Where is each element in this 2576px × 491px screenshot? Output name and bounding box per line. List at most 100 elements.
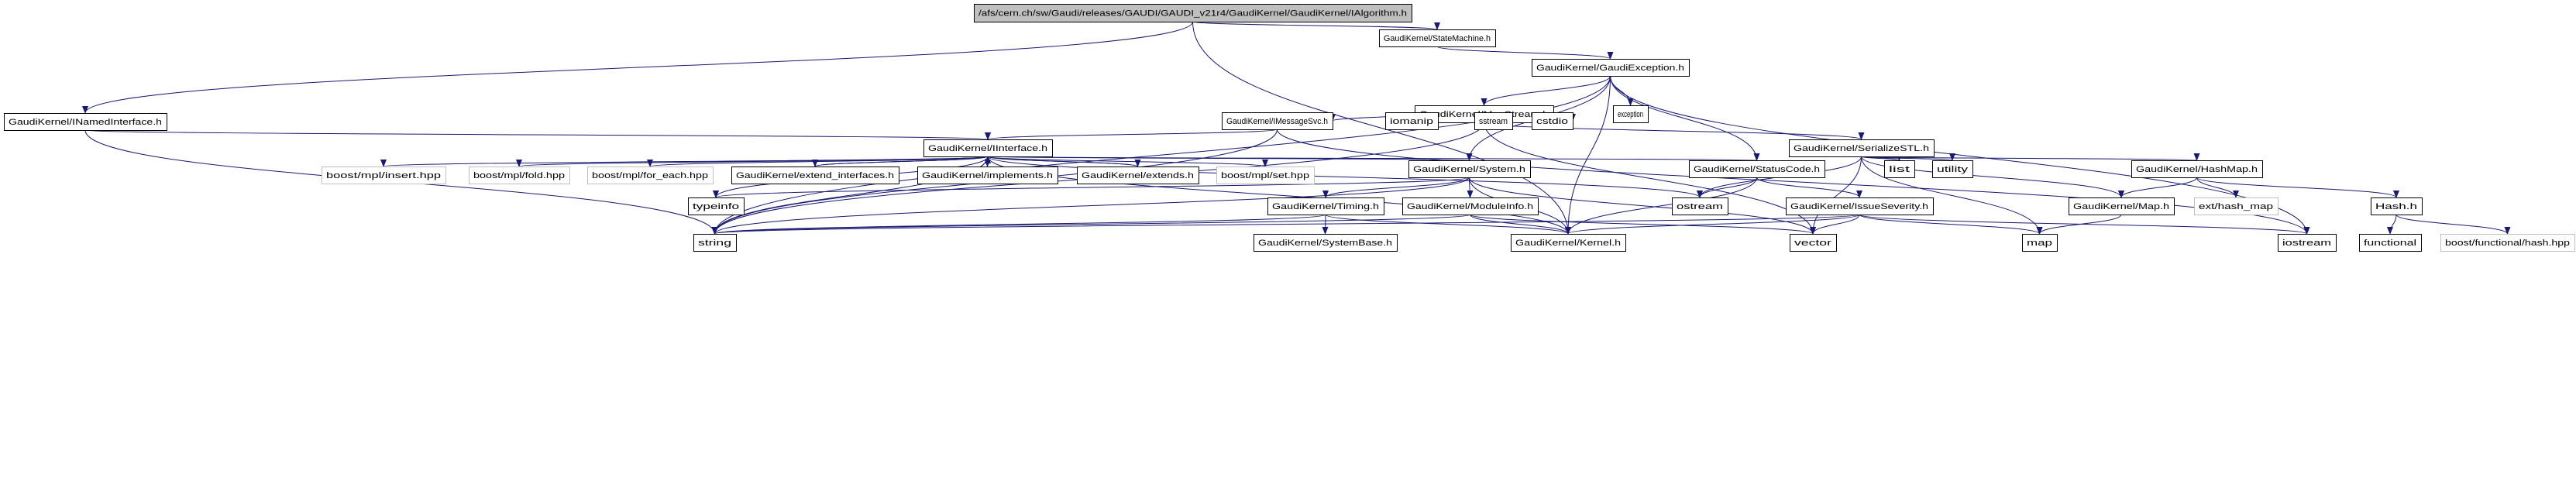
edge-Timing-to-Kernel	[1325, 214, 1571, 235]
node-for_each[interactable]: boost/mpl/for_each.hpp	[587, 167, 714, 184]
node-label: boost/mpl/for_each.hpp	[592, 171, 708, 180]
node-label: vector	[1794, 239, 1832, 248]
node-boosthash[interactable]: boost/functional/hash.hpp	[2440, 234, 2575, 252]
edge-IInterface-to-fold	[516, 156, 989, 167]
node-Timing[interactable]: GaudiKernel/Timing.h	[1267, 197, 1384, 215]
node-box	[1216, 167, 1315, 184]
node-extend_interfaces[interactable]: GaudiKernel/extend_interfaces.h	[731, 167, 899, 184]
node-hash_map[interactable]: ext/hash_map	[2194, 197, 2279, 215]
node-Map[interactable]: GaudiKernel/Map.h	[2069, 197, 2175, 215]
edge-Hash-to-boosthash	[2395, 214, 2511, 235]
edge-root-to-Kernel	[1192, 21, 1571, 235]
node-iomanip[interactable]: iomanip	[1385, 112, 1439, 130]
node-box	[2194, 197, 2279, 215]
node-ModuleInfo[interactable]: GaudiKernel/ModuleInfo.h	[1402, 197, 1539, 215]
edge-IMessageSvc-to-IInterface	[985, 129, 1278, 140]
edge-GaudiException-to-Kernel	[1565, 75, 1611, 235]
node-box	[4, 113, 167, 131]
node-label: GaudiKernel/ModuleInfo.h	[1407, 202, 1533, 211]
node-label: boost/mpl/insert.hpp	[326, 171, 441, 180]
node-iostream[interactable]: iostream	[2278, 234, 2337, 252]
edge-System-to-Timing	[1322, 177, 1470, 198]
node-set[interactable]: boost/mpl/set.hpp	[1216, 167, 1315, 184]
node-box	[923, 139, 1053, 157]
node-map[interactable]: map	[2022, 234, 2058, 252]
node-IMessageSvc[interactable]: GaudiKernel/IMessageSvc.h	[1222, 112, 1333, 130]
node-fold[interactable]: boost/mpl/fold.hpp	[469, 167, 570, 184]
node-IssueSeverity[interactable]: GaudiKernel/IssueSeverity.h	[1786, 197, 1934, 215]
node-label: list	[1889, 165, 1910, 174]
node-box	[1689, 160, 1825, 178]
node-functional[interactable]: functional	[2359, 234, 2422, 252]
node-StateMachine[interactable]: GaudiKernel/StateMachine.h	[1379, 29, 1496, 47]
node-box	[1790, 234, 1837, 252]
node-label: iomanip	[1390, 117, 1433, 126]
node-box	[1222, 112, 1333, 130]
node-box	[2069, 197, 2175, 215]
node-box	[1613, 105, 1649, 123]
node-GaudiException[interactable]: GaudiKernel/GaudiException.h	[1532, 59, 1690, 77]
node-Kernel[interactable]: GaudiKernel/Kernel.h	[1511, 234, 1626, 252]
node-label: GaudiKernel/StateMachine.h	[1384, 34, 1491, 43]
node-ostream[interactable]: ostream	[1672, 197, 1728, 215]
node-StatusCode[interactable]: GaudiKernel/StatusCode.h	[1689, 160, 1825, 178]
node-box	[1408, 160, 1531, 178]
edge-System-to-typeinfo	[713, 177, 1470, 198]
node-label: GaudiKernel/SystemBase.h	[1258, 239, 1392, 248]
node-utility[interactable]: utility	[1932, 160, 1973, 178]
node-typeinfo[interactable]: typeinfo	[688, 197, 745, 215]
node-insert[interactable]: boost/mpl/insert.hpp	[322, 167, 446, 184]
node-IInterface[interactable]: GaudiKernel/IInterface.h	[923, 139, 1053, 157]
node-label: boost/mpl/set.hpp	[1221, 171, 1309, 180]
node-box	[688, 197, 745, 215]
node-label: GaudiKernel/extends.h	[1082, 171, 1194, 180]
node-vector[interactable]: vector	[1790, 234, 1837, 252]
edge-root-to-StateMachine	[1192, 21, 1440, 30]
node-System[interactable]: GaudiKernel/System.h	[1408, 160, 1531, 178]
node-label: /afs/cern.ch/sw/Gaudi/releases/GAUDI/GAU…	[978, 9, 1407, 19]
node-box	[917, 167, 1058, 184]
node-string[interactable]: string	[693, 234, 737, 252]
node-box	[1379, 29, 1496, 47]
node-box	[322, 167, 446, 184]
node-box	[1511, 234, 1626, 252]
node-label: GaudiKernel/GaudiException.h	[1536, 64, 1684, 73]
node-label: functional	[2364, 239, 2416, 248]
edge-ModuleInfo-to-Kernel	[1470, 214, 1571, 235]
node-box	[2440, 234, 2575, 252]
edge-System-to-vector	[1469, 177, 1816, 235]
node-label: GaudiKernel/IssueSeverity.h	[1790, 202, 1928, 211]
node-label: sstream	[1479, 117, 1508, 126]
node-label: exception	[1618, 110, 1643, 119]
node-box	[731, 167, 899, 184]
node-HashMap[interactable]: GaudiKernel/HashMap.h	[2131, 160, 2263, 178]
node-exception[interactable]: exception	[1613, 105, 1649, 123]
edge-SerializeSTL-to-map	[1861, 156, 2043, 235]
node-SerializeSTL[interactable]: GaudiKernel/SerializeSTL.h	[1789, 139, 1935, 157]
node-sstream[interactable]: sstream	[1474, 112, 1513, 130]
node-box	[1532, 112, 1573, 130]
edge-IInterface-to-set	[987, 156, 1268, 167]
nodes-layer: /afs/cern.ch/sw/Gaudi/releases/GAUDI/GAU…	[4, 4, 2575, 252]
node-SystemBase[interactable]: GaudiKernel/SystemBase.h	[1254, 234, 1398, 252]
node-cstdio[interactable]: cstdio	[1532, 112, 1573, 130]
node-box	[1254, 234, 1398, 252]
edge-IssueSeverity-to-Kernel	[1565, 214, 1860, 235]
node-label: ostream	[1677, 202, 1723, 211]
edge-IInterface-to-StatusCode	[987, 153, 1757, 161]
node-extends[interactable]: GaudiKernel/extends.h	[1077, 167, 1199, 184]
node-label: map	[2027, 239, 2052, 248]
edge-ModuleInfo-to-vector	[1470, 214, 1816, 235]
node-implements[interactable]: GaudiKernel/implements.h	[917, 167, 1058, 184]
edge-HashMap-to-Hash	[2196, 177, 2399, 198]
node-Hash[interactable]: Hash.h	[2371, 197, 2423, 215]
node-box	[2131, 160, 2263, 178]
node-label: string	[698, 239, 731, 248]
node-root[interactable]: /afs/cern.ch/sw/Gaudi/releases/GAUDI/GAU…	[974, 4, 1412, 22]
node-list[interactable]: list	[1884, 160, 1915, 178]
node-label: GaudiKernel/HashMap.h	[2136, 165, 2258, 174]
node-INamedInterface[interactable]: GaudiKernel/INamedInterface.h	[4, 113, 167, 131]
node-box	[1267, 197, 1384, 215]
node-label: iostream	[2282, 239, 2331, 248]
